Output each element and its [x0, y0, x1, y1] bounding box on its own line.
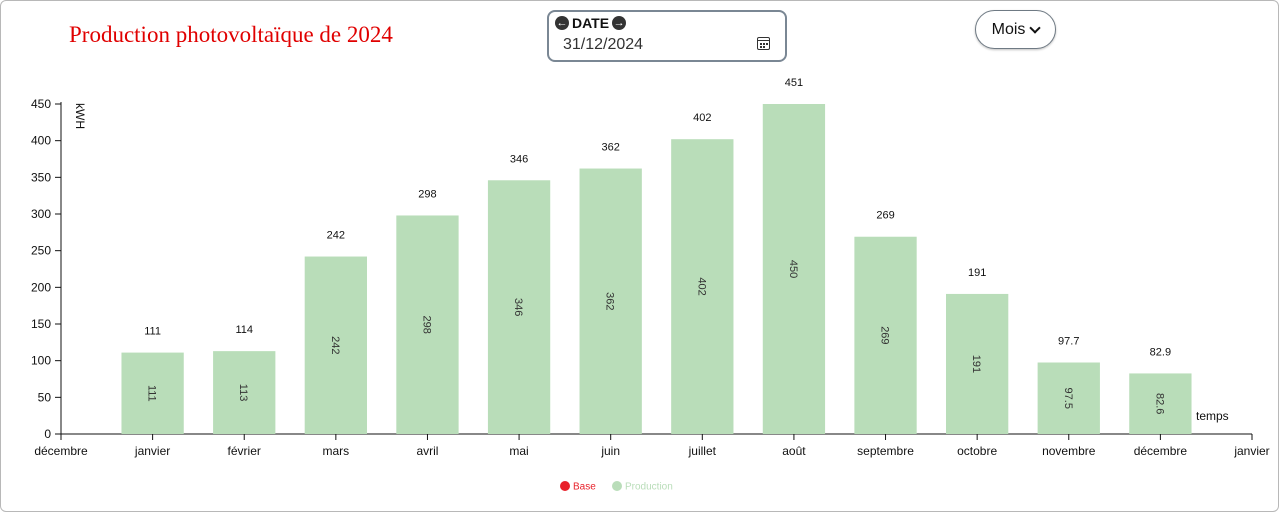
bar-value-label: 402	[695, 277, 707, 295]
arrow-left-circle-icon[interactable]: ←	[555, 16, 569, 30]
legend-marker	[560, 481, 570, 491]
bar-top-label: 114	[235, 324, 253, 336]
bar-top-label: 269	[876, 210, 894, 222]
y-tick-label: 0	[44, 427, 51, 441]
bar	[762, 104, 826, 434]
x-tick-label: mars	[323, 444, 350, 458]
x-tick-label: février	[228, 444, 261, 458]
y-axis-label: kWH	[73, 103, 87, 129]
bar-value-label: 97.5	[1062, 388, 1074, 409]
bar-top-label: 97.7	[1058, 336, 1079, 348]
x-tick-label: août	[782, 444, 806, 458]
x-axis-label: temps	[1196, 409, 1229, 423]
date-input[interactable]: 31/12/2024	[563, 36, 644, 53]
page-title: Production photovoltaïque de 2024	[69, 22, 393, 47]
y-tick-label: 400	[31, 134, 51, 148]
bar	[579, 168, 642, 435]
x-tick-label: décembre	[34, 444, 88, 458]
x-tick-label: janvier	[134, 444, 170, 458]
y-tick-label: 350	[31, 170, 51, 184]
x-tick-label: septembre	[857, 444, 914, 458]
date-header: ← DATE →	[555, 15, 627, 31]
bar	[396, 215, 459, 434]
bar	[304, 256, 367, 434]
bar-top-label: 402	[693, 112, 711, 124]
bar-top-label: 191	[968, 267, 986, 279]
x-tick-label: novembre	[1042, 444, 1096, 458]
bar-top-label: 451	[785, 77, 803, 89]
y-tick-label: 450	[31, 97, 51, 111]
y-tick-label: 300	[31, 207, 51, 221]
bar-value-label: 298	[420, 316, 432, 334]
legend-marker	[612, 481, 622, 491]
bar-value-label: 450	[787, 260, 799, 278]
bar-value-label: 111	[146, 385, 158, 402]
bar-value-label: 242	[329, 336, 341, 354]
bar-value-label: 362	[604, 292, 616, 310]
period-select-value: Mois	[991, 20, 1026, 38]
bar	[121, 352, 184, 434]
arrow-right-circle-icon[interactable]: →	[612, 16, 627, 30]
bar	[671, 139, 734, 434]
x-tick-label: mai	[509, 444, 528, 458]
bar-top-label: 346	[510, 153, 528, 165]
bar-top-label: 82.9	[1150, 346, 1171, 358]
x-tick-label: juillet	[688, 444, 717, 458]
bar-value-label: 113	[237, 384, 249, 402]
y-tick-label: 250	[31, 244, 51, 258]
legend-label: Base	[573, 482, 596, 493]
bar-top-label: 111	[144, 326, 161, 338]
y-tick-label: 200	[31, 280, 51, 294]
y-tick-label: 150	[31, 317, 51, 331]
bar-top-label: 362	[602, 142, 620, 154]
x-tick-label: décembre	[1134, 444, 1188, 458]
bar-value-label: 346	[512, 298, 524, 316]
bar-value-label: 82.6	[1153, 393, 1165, 414]
x-tick-label: juin	[600, 444, 620, 458]
legend-label: Production	[625, 482, 673, 493]
bar	[487, 180, 551, 434]
bar-top-label: 298	[418, 188, 436, 200]
bar	[946, 293, 1009, 434]
bar	[1129, 373, 1192, 434]
period-select[interactable]: Mois	[975, 10, 1056, 49]
bar	[213, 351, 276, 434]
x-tick-label: avril	[416, 444, 438, 458]
date-label: DATE	[572, 15, 610, 31]
y-tick-label: 50	[38, 390, 52, 404]
y-tick-label: 100	[31, 354, 51, 368]
bar-value-label: 191	[970, 355, 982, 373]
date-picker[interactable]: ← DATE → 31/12/2024	[547, 10, 787, 62]
bar	[854, 236, 917, 434]
calendar-icon[interactable]	[757, 37, 770, 50]
bar	[1037, 362, 1100, 434]
bar-value-label: 269	[879, 326, 891, 344]
x-tick-label: octobre	[957, 444, 997, 458]
x-tick-label: janvier	[1233, 444, 1269, 458]
bar-top-label: 242	[327, 230, 345, 242]
